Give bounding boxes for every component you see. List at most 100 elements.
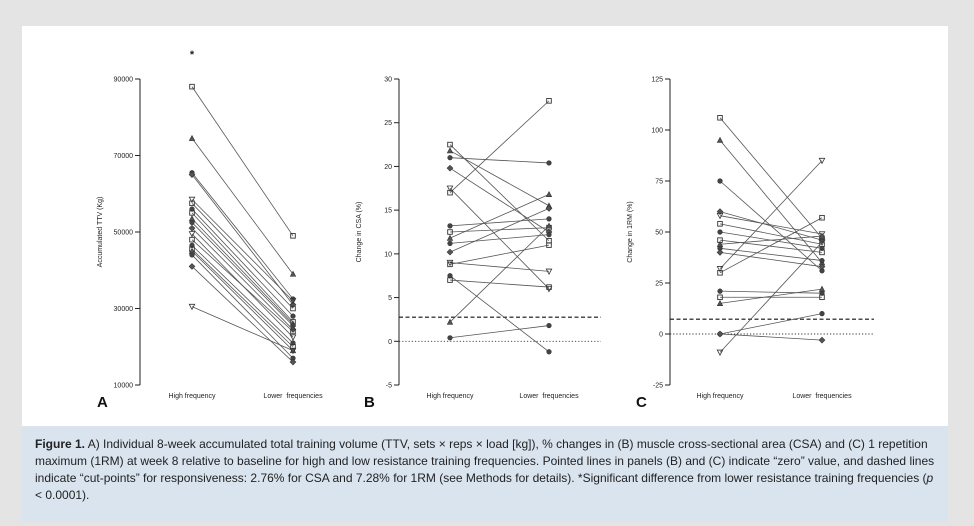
chart-panel-a: 10000 30000 50000 70000 90000 Accumulated TTV…: [97, 49, 323, 411]
subject-line: [447, 98, 552, 196]
subject-line: [189, 219, 296, 329]
subject-line: [447, 216, 552, 229]
data-point: [188, 171, 196, 178]
series-line: [719, 139, 823, 263]
data-point: [446, 318, 454, 325]
series-line: [449, 279, 550, 288]
data-point: [717, 229, 723, 235]
data-point: [289, 301, 297, 308]
subject-line: [447, 232, 552, 246]
data-point: [716, 212, 724, 220]
subject-line: [447, 273, 552, 355]
data-point: [818, 232, 826, 239]
data-point: [818, 231, 826, 238]
data-point: [546, 160, 552, 166]
data-point: [717, 294, 723, 301]
subject-line: [446, 205, 553, 256]
series-line: [449, 150, 550, 207]
subject-line: [188, 196, 297, 305]
x-category-label: Lower frequencies: [792, 393, 852, 400]
data-point: [290, 305, 296, 312]
data-point: [717, 270, 723, 276]
subject-line: [188, 247, 297, 354]
series-line: [449, 194, 550, 239]
series-line: [719, 223, 823, 245]
data-point: [818, 336, 826, 344]
x-category-label: High frequency: [426, 393, 474, 400]
data-point: [716, 299, 724, 307]
data-point: [290, 233, 296, 239]
series-line: [449, 208, 550, 253]
data-point: [446, 164, 454, 172]
series-line: [191, 222, 294, 326]
data-point: [818, 263, 826, 271]
data-point: [447, 229, 453, 235]
subject-line: [446, 222, 553, 325]
series-line: [719, 288, 823, 304]
subject-line: [188, 171, 297, 308]
series-line: [719, 333, 823, 341]
data-point: [447, 189, 453, 196]
data-point: [545, 222, 553, 229]
data-point: [188, 303, 196, 311]
chart-panel-b: -5 0 5 10 15 20 25 30 Change in CSA (%) High freq…: [356, 77, 601, 411]
data-point: [819, 294, 825, 301]
data-point: [289, 347, 297, 355]
data-point: [716, 136, 724, 143]
data-point: [545, 190, 553, 198]
series-line: [191, 172, 294, 300]
data-point: [289, 270, 297, 277]
data-point: [289, 358, 297, 366]
data-point: [818, 239, 826, 246]
series-line: [449, 262, 550, 272]
subject-line: [188, 263, 297, 366]
data-point: [717, 221, 723, 227]
y-tick-label: 10: [384, 251, 392, 258]
data-point: [447, 155, 453, 161]
y-tick-label: 25: [384, 120, 392, 127]
series-line: [719, 241, 823, 353]
data-point: [545, 205, 553, 212]
series-line: [449, 188, 550, 290]
data-point: [546, 284, 552, 290]
series-line: [191, 212, 294, 323]
series-line: [719, 211, 823, 241]
series-line: [449, 234, 550, 244]
significance-marker: *: [190, 49, 195, 61]
series-line: [191, 86, 294, 237]
data-point: [447, 141, 453, 148]
panel-letter: A: [97, 394, 108, 411]
chart-panel-c: -25 0 25 50 75 100 125 Change in 1RM (%) High fr…: [627, 77, 874, 411]
data-point: [447, 335, 453, 341]
subject-line: [716, 330, 826, 344]
series-line: [191, 248, 294, 348]
subject-line: [717, 214, 825, 276]
data-point: [716, 266, 724, 273]
y-tick-label: 0: [388, 339, 392, 346]
subject-line: [716, 208, 826, 244]
data-point: [546, 98, 552, 104]
figure-panel: 10000 30000 50000 70000 90000 Accumulated TTV…: [22, 26, 948, 522]
y-tick-label: -5: [386, 383, 392, 390]
series-line: [191, 239, 294, 332]
subject-line: [716, 285, 826, 307]
x-category-label: High frequency: [168, 393, 216, 400]
y-tick-label: 50: [655, 230, 663, 237]
series-line: [191, 203, 294, 309]
subject-line: [446, 259, 553, 275]
data-point: [717, 288, 723, 294]
data-point: [189, 83, 195, 90]
data-point: [188, 231, 196, 238]
series-line: [449, 275, 550, 353]
y-tick-label: 125: [651, 77, 663, 84]
y-tick-label: 90000: [114, 77, 134, 84]
series-line: [719, 215, 823, 235]
y-tick-label: 30: [384, 77, 392, 84]
data-point: [447, 277, 453, 283]
y-tick-label: 75: [655, 179, 663, 186]
y-tick-label: -25: [653, 383, 663, 390]
series-line: [449, 157, 550, 164]
figure-caption: Figure 1. A) Individual 8-week accumulat…: [22, 426, 948, 522]
subject-line: [717, 311, 825, 337]
y-tick-label: 20: [384, 164, 392, 171]
